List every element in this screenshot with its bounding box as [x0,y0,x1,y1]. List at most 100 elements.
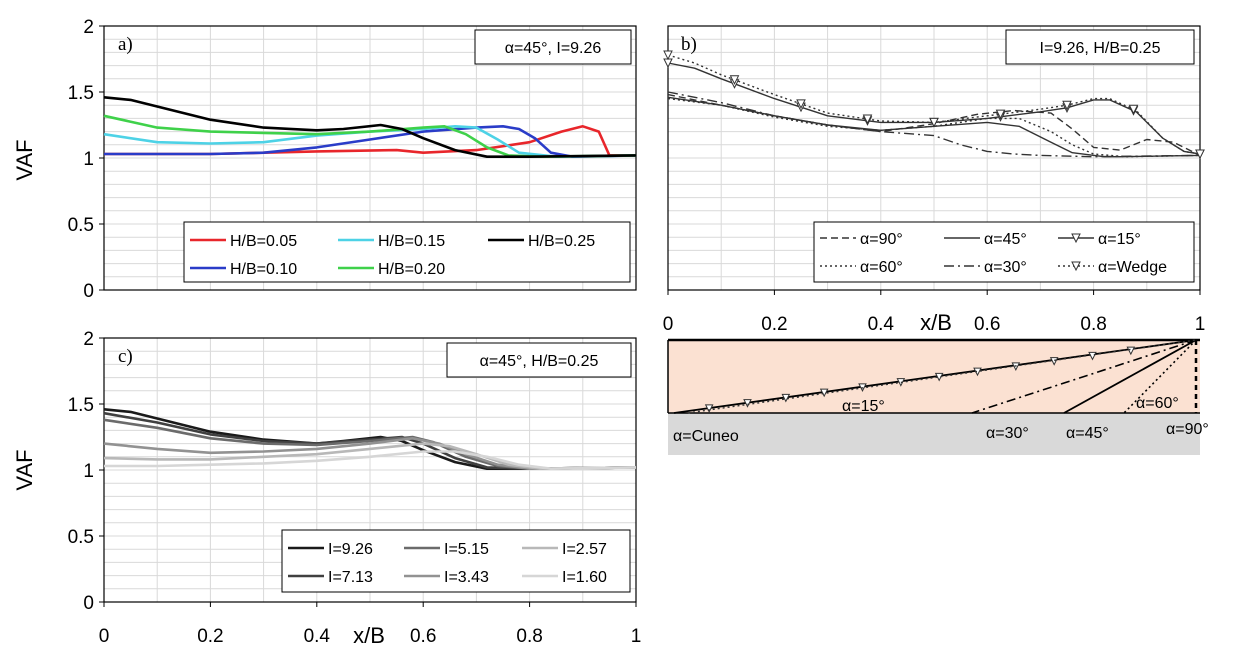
series-group-c [103,408,637,470]
y-ticks-a: 0 0.5 1 1.5 2 [68,17,104,302]
panel-a: 00.511.52 VAF a) α=45°, I=9.26 H/B=0.05H… [12,17,637,302]
panel-label-c: c) [118,346,133,367]
series-marker-b-5 [929,117,939,128]
wedge-marker [781,393,791,403]
y-tick-label: 1.5 [68,83,94,104]
legend-label-b-0: α=90° [860,231,903,248]
series-group-b [663,50,1205,160]
legend-marker-b-2 [1071,233,1081,244]
slope-line-45 [1063,339,1197,414]
y-tick-label: 0.5 [68,215,94,236]
label-alpha-cuneo: α=Cuneo [673,428,739,445]
series-marker-b-5 [862,114,873,125]
y-tick-label: 1 [83,149,94,170]
wedge-angle-diagram: α=15° α=30° α=45° α=60° α=90° α=Cuneo [667,338,1209,455]
legend-label-c-4: I=2.57 [562,541,607,558]
x-tick-label: 0.6 [410,626,436,647]
x-axis-title-c: x/B [353,623,385,648]
series-group-a [103,96,637,158]
series-line-b-5 [667,54,1201,155]
y-tick-label: 2 [83,17,94,38]
series-marker-b-5 [1062,100,1072,111]
series-marker-b-5 [796,99,806,109]
y-tick-label: 2 [83,329,94,350]
legend-label-b-1: α=45° [984,231,1027,248]
panel-b: 0 0.2 0.4 0.6 0.8 1 x/B b) I=9.26, H/B=0.25 α… [663,25,1206,335]
x-tick-label: 1 [1195,314,1206,335]
x-tick-label: 0.4 [868,314,895,335]
legend-marker-b-5 [1071,261,1081,272]
legend-label-c-3: I=3.43 [444,569,489,586]
panel-label-a: a) [118,34,133,55]
series-marker-b-5 [1195,149,1205,160]
wedge-marker [1049,357,1059,366]
series-line-a-4 [103,96,637,158]
x-axis-title-b: x/B [920,310,952,335]
legend-label-a-3: H/B=0.20 [378,261,445,278]
annotation-a: α=45°, I=9.26 [505,40,602,57]
legend-b: α=90° α=45° α=15° α=60° α=30° α=Wedge [813,221,1195,283]
series-line-a-0 [104,125,636,157]
wedge-line-markers [687,339,1197,414]
series-marker-b-5 [663,50,673,61]
legend-label-a-4: H/B=0.25 [528,233,595,250]
wedge-marker [704,404,714,413]
legend-box-c [281,529,631,593]
label-alpha-45: α=45° [1066,425,1109,442]
legend-c: I=9.26 I=7.13 I=5.15 I=3.43 I=2.57 I=1.60 [281,529,631,593]
legend-label-c-5: I=1.60 [562,569,607,586]
slope-line-30 [971,339,1197,414]
ground-region [668,413,1200,455]
legend-label-a-1: H/B=0.10 [230,261,297,278]
y-tick-label: 0.5 [68,527,94,548]
series-line-b-2 [667,62,1201,155]
series-line-a-2 [103,125,637,158]
series-line-c-4 [103,442,637,470]
series-line-c-5 [104,450,637,470]
legend-label-a-2: H/B=0.15 [378,233,445,250]
label-alpha-15: α=15° [842,398,885,415]
label-alpha-30: α=30° [986,425,1029,442]
y-tick-label: 1.5 [68,395,94,416]
series-marker-b-5 [995,109,1006,120]
x-tick-label: 0 [663,314,674,335]
legend-label-b-4: α=30° [984,259,1027,276]
label-alpha-90: α=90° [1166,421,1209,438]
legend-box-a [183,221,631,283]
y-tick-label: 1 [83,461,94,482]
series-line-b-4 [667,91,1201,158]
annotation-box-b [1005,29,1195,65]
x-ticks-b: 0 0.2 0.4 0.6 0.8 1 [663,290,1206,335]
series-marker-b-5 [729,75,740,85]
x-tick-label: 0.8 [1080,314,1106,335]
x-ticks-c: 0 0.2 0.4 0.6 0.8 1 [99,602,642,647]
legend-label-a-0: H/B=0.05 [230,233,297,250]
legend-a: H/B=0.05 H/B=0.10 H/B=0.15 H/B=0.20 H/B=0.25 [183,221,631,283]
wedge-marker [819,388,829,398]
x-tick-label: 1 [631,626,642,647]
y-ticks-c: 0 0.5 1 1.5 2 [68,329,104,614]
annotation-box-c [446,342,632,378]
wedge-marker [743,399,752,408]
annotation-c: α=45°, H/B=0.25 [480,353,599,370]
y-axis-title-c: VAF [12,449,37,490]
legend-label-b-5: α=Wedge [1098,259,1167,276]
panel-c: 0 0.5 1 1.5 2 0 0.2 0.4 0.6 0.8 1 VAF x/B c) α=45… [12,329,641,648]
x-tick-label: 0.4 [304,626,331,647]
wedge-marker [1126,346,1136,356]
slope-line-wedge [687,339,1197,414]
legend-box-b [813,221,1195,283]
x-tick-label: 0.8 [516,626,542,647]
annotation-box-a [474,29,632,65]
legend-label-c-1: I=7.13 [328,569,373,586]
y-axis-title-a: VAF [12,139,37,180]
legend-label-c-2: I=5.15 [444,541,489,558]
x-tick-label: 0.2 [761,314,787,335]
slope-line-60 [1123,339,1197,414]
label-alpha-60: α=60° [1136,395,1179,412]
panel-label-b: b) [681,34,697,55]
legend-label-c-0: I=9.26 [328,541,373,558]
annotation-b: I=9.26, H/B=0.25 [1040,40,1161,57]
legend-label-b-3: α=60° [860,259,903,276]
